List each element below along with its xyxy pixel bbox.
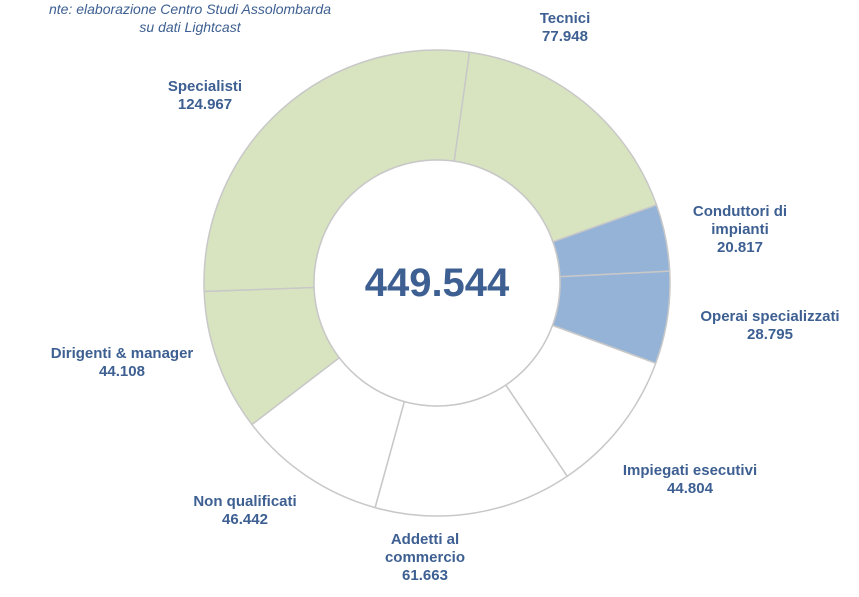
value-label: 44.108 <box>7 363 237 381</box>
source-line: nte: elaborazione Centro Studi Assolomba… <box>0 0 380 18</box>
value-label: 28.795 <box>670 326 859 344</box>
center-total: 449.544 <box>365 261 510 305</box>
source-note: nte: elaborazione Centro Studi Assolomba… <box>0 0 380 36</box>
category-name: Impiegati esecutivi <box>600 462 780 480</box>
chart: 449.544 nte: elaborazione Centro Studi A… <box>0 0 859 597</box>
value-label: 61.663 <box>370 567 480 585</box>
donut-chart: 449.544 <box>0 0 859 597</box>
value-label: 46.442 <box>165 511 325 529</box>
category-name: Addetti al commercio <box>370 531 480 567</box>
value-label: 44.804 <box>600 480 780 498</box>
category-name: Specialisti <box>135 78 275 96</box>
source-line: su dati Lightcast <box>0 18 380 36</box>
category-name: Non qualificati <box>165 493 325 511</box>
value-label: 77.948 <box>505 28 625 46</box>
category-name: Conduttori di impianti <box>675 203 805 239</box>
category-name: Dirigenti & manager <box>7 345 237 363</box>
value-label: 20.817 <box>675 239 805 257</box>
category-name: Operai specializzati <box>670 308 859 326</box>
category-name: Tecnici <box>505 10 625 28</box>
value-label: 124.967 <box>135 96 275 114</box>
